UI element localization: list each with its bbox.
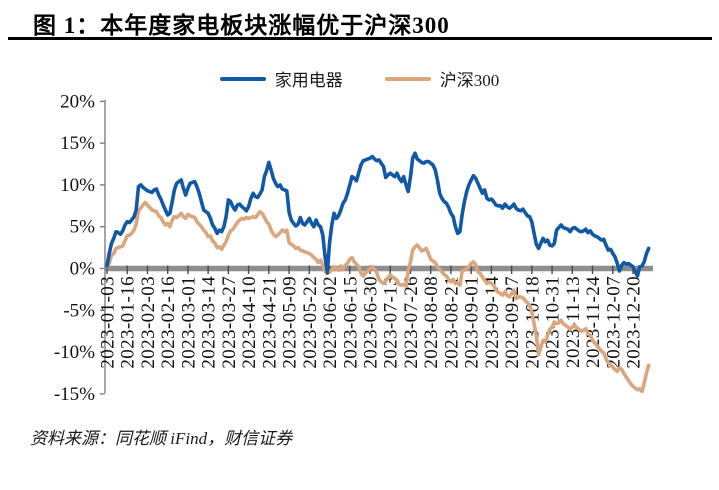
figure-title: 图 1：本年度家电板块涨幅优于沪深300 xyxy=(33,13,450,38)
x-axis-label: 2023-11-24 xyxy=(583,276,604,368)
x-axis-label: 2023-05-09 xyxy=(280,276,301,369)
y-axis-label: 10% xyxy=(60,175,95,196)
y-axis-label: 5% xyxy=(70,217,96,238)
x-axis-label: 2023-02-16 xyxy=(158,276,179,369)
legend-label-hs300: 沪深300 xyxy=(439,71,500,90)
y-axis-label: 20% xyxy=(60,91,95,112)
x-axis-label: 2023-06-02 xyxy=(320,276,341,369)
x-axis-label: 2023-06-30 xyxy=(361,276,382,369)
legend-item-jiadian: 家用电器 xyxy=(219,66,343,91)
legend-line-swatch-hs300 xyxy=(384,76,431,81)
series-line-jiadian xyxy=(105,151,651,278)
title-divider xyxy=(8,37,712,40)
series-line-hs300 xyxy=(105,200,651,394)
x-axis-label: 2023-02-03 xyxy=(138,276,159,369)
x-axis-label: 2023-03-14 xyxy=(199,276,220,369)
x-axis-label: 2023-01-16 xyxy=(118,276,139,369)
legend-item-hs300: 沪深300 xyxy=(384,66,500,91)
y-axis-label: -5% xyxy=(63,300,95,321)
y-axis-label: 15% xyxy=(60,133,95,154)
legend-label-jiadian: 家用电器 xyxy=(274,71,343,90)
x-axis-label: 2023-04-21 xyxy=(259,276,280,369)
x-axis-label: 2023-08-21 xyxy=(441,276,462,369)
x-axis-label: 2023-03-27 xyxy=(219,276,240,369)
x-axis-label: 2023-12-20 xyxy=(624,276,645,369)
x-axis-label: 2023-03-01 xyxy=(178,276,199,369)
y-axis-label: -10% xyxy=(54,342,95,363)
x-axis-label: 2023-11-13 xyxy=(563,276,584,368)
x-axis-label: 2023-04-10 xyxy=(239,276,260,369)
chart-legend: 家用电器 沪深300 xyxy=(0,66,719,91)
x-axis-label: 2023-01-03 xyxy=(98,276,119,369)
source-note: 资料来源：同花顺 iFind，财信证券 xyxy=(30,429,293,448)
x-axis-label: 2023-09-01 xyxy=(462,276,483,369)
x-axis-label: 2023-12-07 xyxy=(603,276,624,369)
x-axis-label: 2023-07-26 xyxy=(401,276,422,369)
legend-line-swatch-jiadian xyxy=(219,76,266,81)
y-axis-label: 0% xyxy=(70,259,96,280)
x-axis-label: 2023-09-14 xyxy=(482,276,503,369)
y-axis-label: -15% xyxy=(54,384,95,405)
x-axis-label: 2023-08-08 xyxy=(421,276,442,369)
x-axis-label: 2023-06-15 xyxy=(340,276,361,369)
x-axis-label: 2023-05-22 xyxy=(300,276,321,369)
x-axis-label: 2023-07-13 xyxy=(381,276,402,369)
